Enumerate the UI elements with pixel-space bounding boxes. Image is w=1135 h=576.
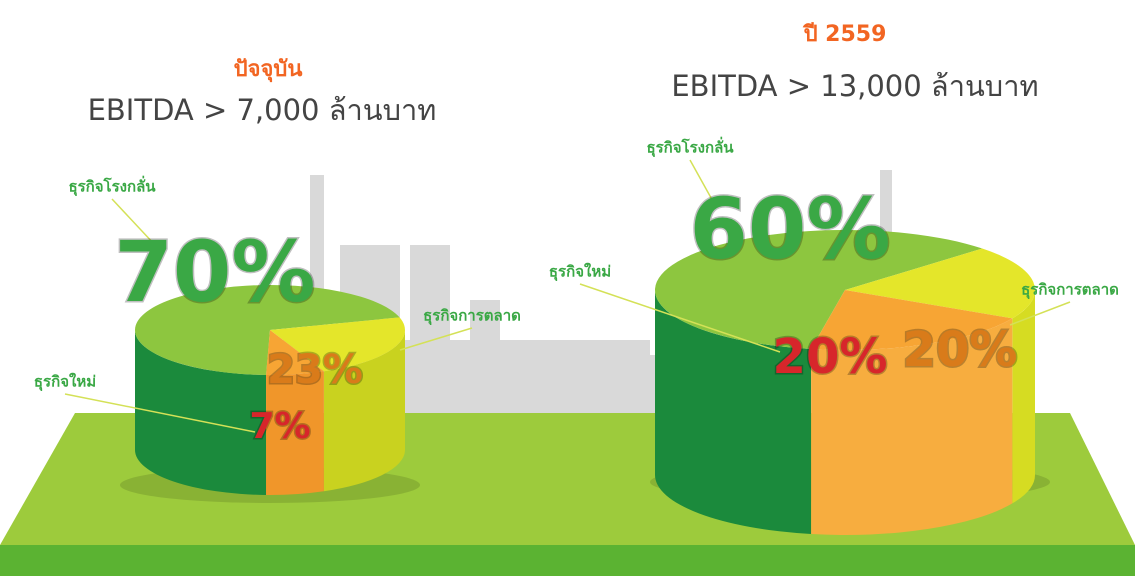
category-label: ธุรกิจใหม่ (34, 373, 96, 392)
value-label: 60% (689, 180, 890, 278)
value-label: 20% (903, 322, 1018, 378)
value-label: 23% (267, 347, 363, 393)
category-label: ธุรกิจโรงกลั่น (68, 176, 156, 197)
chart-title: ปี 2559 (802, 22, 886, 47)
chart-subtitle: EBITDA > 13,000 ล้านบาท (671, 69, 1038, 103)
chart-title: ปัจจุบัน (234, 57, 303, 83)
category-label: ธุรกิจโรงกลั่น (646, 137, 734, 158)
ground-edge (0, 545, 1135, 576)
category-label: ธุรกิจการตลาด (423, 307, 521, 326)
value-label: 70% (114, 223, 315, 321)
category-label: ธุรกิจใหม่ (549, 263, 611, 282)
infographic: ปัจจุบัน EBITDA > 7,000 ล้านบาทธุรกิจโรงก… (0, 0, 1135, 576)
chart-subtitle: EBITDA > 7,000 ล้านบาท (88, 93, 437, 127)
value-label: 20% (773, 329, 888, 385)
category-label: ธุรกิจการตลาด (1021, 281, 1119, 300)
value-label: 7% (249, 406, 310, 447)
